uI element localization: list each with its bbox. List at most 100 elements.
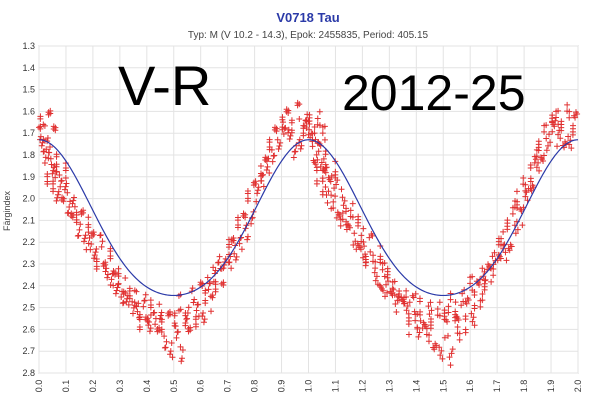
data-point <box>53 197 60 204</box>
data-point <box>367 248 374 255</box>
data-point <box>565 133 572 140</box>
data-point <box>73 216 80 223</box>
data-point <box>269 158 276 165</box>
y-tick-label: 1.8 <box>22 150 35 160</box>
data-point <box>456 330 463 337</box>
data-point <box>99 238 106 245</box>
data-point <box>522 187 529 194</box>
data-point <box>553 108 560 115</box>
data-point <box>336 213 343 220</box>
data-point <box>77 221 84 228</box>
data-point <box>290 154 297 161</box>
data-point <box>532 156 539 163</box>
data-point <box>322 161 329 168</box>
data-point <box>479 265 486 272</box>
data-point <box>215 259 222 266</box>
data-point <box>438 347 445 354</box>
data-point <box>255 184 262 191</box>
data-point <box>467 280 474 287</box>
data-point <box>161 333 168 340</box>
data-point <box>389 285 396 292</box>
x-tick-label: 0.0 <box>34 380 44 393</box>
data-point <box>244 233 251 240</box>
data-point <box>92 249 99 256</box>
data-point <box>300 130 307 137</box>
data-point <box>358 232 365 239</box>
data-point <box>447 290 454 297</box>
data-point <box>131 287 138 294</box>
data-point <box>318 159 325 166</box>
x-tick-label: 1.7 <box>492 380 502 393</box>
data-point <box>305 131 312 138</box>
data-point <box>266 136 273 143</box>
data-point <box>80 207 87 214</box>
data-point <box>441 334 448 341</box>
data-point <box>197 279 204 286</box>
y-tick-label: 1.6 <box>22 106 35 116</box>
data-point <box>427 299 434 306</box>
data-point <box>199 313 206 320</box>
data-point <box>509 210 516 217</box>
data-point <box>207 280 214 287</box>
data-point <box>230 234 237 241</box>
data-point <box>40 148 47 155</box>
data-point <box>380 287 387 294</box>
data-point <box>55 188 62 195</box>
data-point <box>288 117 295 124</box>
data-point <box>189 285 196 292</box>
data-point <box>436 344 443 351</box>
data-point <box>136 314 143 321</box>
data-point <box>172 323 179 330</box>
x-tick-label: 1.8 <box>519 380 529 393</box>
data-point <box>58 178 65 185</box>
data-point <box>52 174 59 181</box>
data-point <box>134 308 141 315</box>
data-point <box>297 145 304 152</box>
data-point <box>533 164 540 171</box>
data-point <box>69 200 76 207</box>
data-point <box>347 207 354 214</box>
data-point <box>558 118 565 125</box>
data-point <box>282 124 289 131</box>
data-point <box>477 297 484 304</box>
data-point <box>97 232 104 239</box>
data-point <box>204 274 211 281</box>
data-point <box>471 302 478 309</box>
data-point <box>56 172 63 179</box>
data-point <box>97 232 104 239</box>
data-point <box>504 217 511 224</box>
data-point <box>361 243 368 250</box>
data-point <box>244 236 251 243</box>
data-point <box>234 214 241 221</box>
x-tick-label: 0.6 <box>196 380 206 393</box>
data-point <box>541 122 548 129</box>
data-point <box>47 107 54 114</box>
data-point <box>545 142 552 149</box>
tick-labels: 0.0 0.1 0.2 0.3 0.4 0.5 0.6 0.7 0.8 0.9 1.0 1.1 1.2 1… <box>22 41 583 392</box>
data-point <box>104 274 111 281</box>
data-point <box>158 316 165 323</box>
data-point <box>313 177 320 184</box>
data-point <box>513 188 520 195</box>
data-point <box>173 334 180 341</box>
data-point <box>103 265 110 272</box>
x-tick-label: 0.9 <box>277 380 287 393</box>
data-point <box>434 306 441 313</box>
data-point <box>458 302 465 309</box>
data-point <box>452 308 459 315</box>
data-point <box>178 358 185 365</box>
data-point <box>279 114 286 121</box>
data-point <box>135 300 142 307</box>
data-point <box>415 333 422 340</box>
data-point <box>330 198 337 205</box>
data-point <box>280 130 287 137</box>
data-point <box>156 324 163 331</box>
data-point <box>366 234 373 241</box>
data-point <box>212 278 219 285</box>
data-point <box>125 301 132 308</box>
color-index-label: V-R <box>118 54 212 117</box>
data-point <box>389 292 396 299</box>
data-point <box>206 280 213 287</box>
data-point <box>540 152 547 159</box>
data-point <box>498 235 505 242</box>
